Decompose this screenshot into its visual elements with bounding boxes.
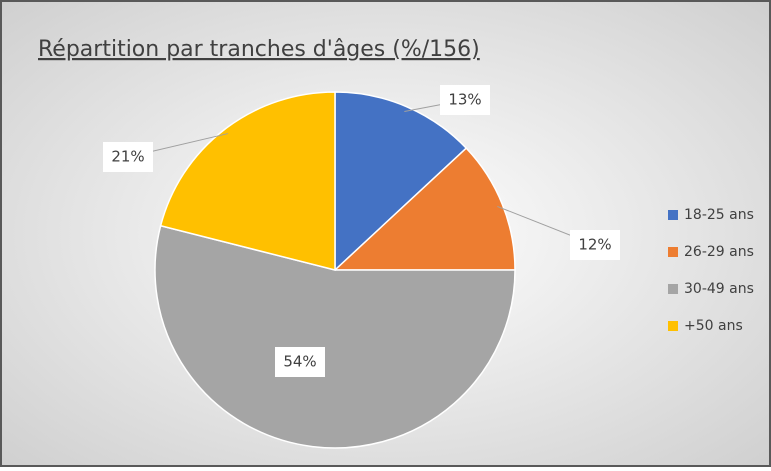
data-label: 12% — [578, 236, 611, 254]
data-label: 54% — [283, 353, 316, 371]
pie-slice — [154, 224, 516, 449]
legend-marker — [668, 210, 678, 220]
chart-title: Répartition par tranches d'âges (%/156) — [38, 37, 480, 62]
legend-label: 18-25 ans — [684, 207, 754, 223]
data-label: 13% — [448, 91, 481, 109]
pie-slice — [333, 147, 516, 271]
legend-label: 26-29 ans — [684, 244, 754, 260]
legend-marker — [668, 247, 678, 257]
data-label-box — [440, 85, 490, 115]
data-label: 21% — [111, 148, 144, 166]
data-label-box — [275, 347, 325, 377]
pie-slice — [159, 91, 336, 271]
legend-label: 30-49 ans — [684, 281, 754, 297]
data-label-box — [103, 142, 153, 172]
pie-slice — [334, 91, 468, 272]
legend-marker — [668, 284, 678, 294]
legend-label: +50 ans — [684, 318, 743, 334]
legend-marker — [668, 321, 678, 331]
data-label-box — [570, 230, 620, 260]
